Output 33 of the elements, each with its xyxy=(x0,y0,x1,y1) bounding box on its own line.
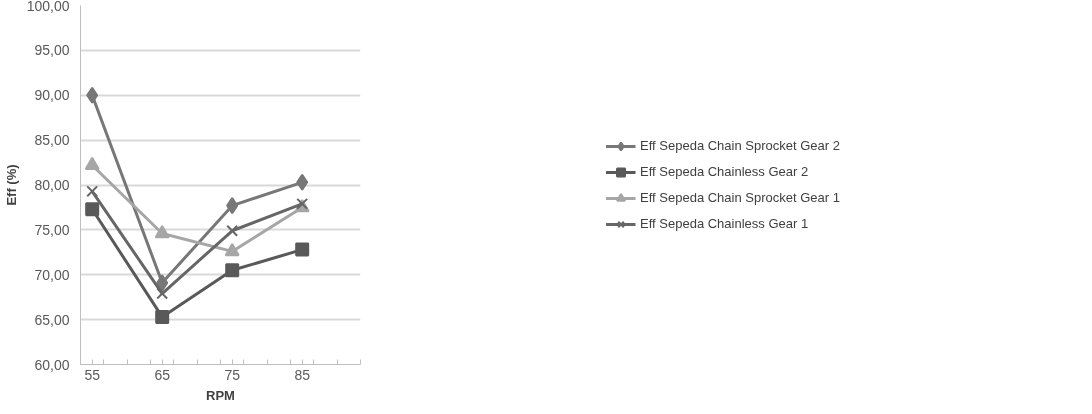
point xyxy=(156,274,169,292)
point xyxy=(155,309,170,324)
point xyxy=(296,173,309,191)
legend-label: Eff Sepeda Chainless Gear 1 xyxy=(640,216,809,231)
legend-label: Eff Sepeda Chain Sprocket Gear 2 xyxy=(640,138,840,153)
point xyxy=(85,202,100,217)
point xyxy=(295,242,310,257)
x-axis-title: RPM xyxy=(206,387,235,403)
x-tick-label: 65 xyxy=(154,366,171,383)
point xyxy=(154,224,170,239)
y-tick-label: 80,00 xyxy=(34,177,70,193)
point xyxy=(225,263,240,278)
y-tick-label: 90,00 xyxy=(34,87,70,104)
y-axis-title: Eff (%) xyxy=(3,164,19,206)
y-tick-label: 65,00 xyxy=(34,311,70,328)
point xyxy=(86,86,99,104)
y-tick-label: 75,00 xyxy=(34,221,70,238)
point xyxy=(156,287,169,300)
point xyxy=(84,156,100,171)
y-tick-label: 70,00 xyxy=(34,266,70,283)
point xyxy=(226,197,239,215)
x-tick-label: 75 xyxy=(224,366,241,383)
y-tick-label: 95,00 xyxy=(34,42,70,59)
legend-label: Eff Sepeda Chainless Gear 2 xyxy=(640,164,809,179)
x-tick-label: 55 xyxy=(84,366,101,383)
point xyxy=(86,185,99,198)
y-tick-label: 100,00 xyxy=(26,0,70,14)
y-tick-label: 85,00 xyxy=(34,132,70,149)
point xyxy=(224,242,240,257)
legend-label: Eff Sepeda Chain Sprocket Gear 1 xyxy=(640,190,840,205)
point xyxy=(226,224,239,237)
y-tick-label: 60,00 xyxy=(34,356,70,373)
x-tick-label: 85 xyxy=(294,366,311,383)
